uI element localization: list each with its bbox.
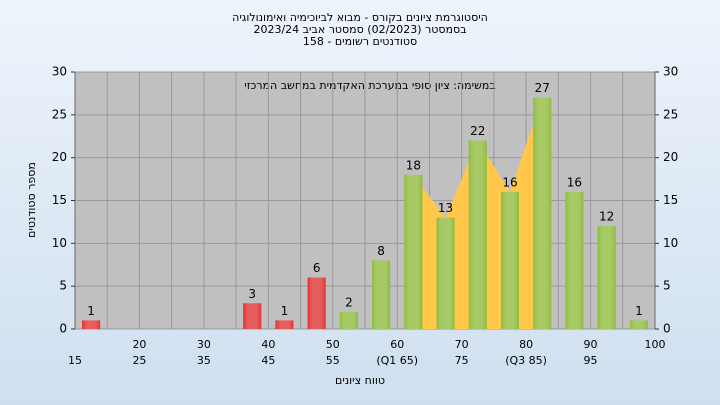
- value-label: 1: [635, 304, 643, 318]
- x-tick-label: (Q3 85): [505, 354, 547, 367]
- bar-shine: [339, 311, 358, 329]
- x-tick-label: 55: [326, 354, 340, 367]
- y-tick-label: 5: [59, 279, 67, 293]
- y-tick-label: 20: [52, 150, 67, 164]
- value-label: 13: [438, 201, 453, 215]
- y2-tick-label: 20: [663, 150, 678, 164]
- x-tick-label: 60: [390, 338, 404, 351]
- x-tick-label: 80: [519, 338, 533, 351]
- x-tick-label: 15: [68, 354, 82, 367]
- bar-shine: [372, 260, 391, 329]
- y-tick-label: 0: [59, 322, 67, 336]
- title-line: סטודנטים רשומים - 158: [303, 35, 417, 48]
- title-line: בסמסטר (02/2023) סמסטר אביב 2023/24: [253, 23, 466, 36]
- value-label: 8: [377, 244, 385, 258]
- bar-shine: [307, 277, 326, 329]
- y-tick-label: 30: [52, 65, 67, 79]
- x-axis-label: טווח ציונים: [335, 374, 385, 387]
- value-label: 16: [502, 175, 517, 189]
- x-tick-label: 35: [197, 354, 211, 367]
- value-label: 16: [567, 175, 582, 189]
- y-tick-label: 15: [52, 193, 67, 207]
- y-axis-label: מספר סטודנטים: [25, 162, 38, 238]
- x-tick-label: (Q1 65): [376, 354, 418, 367]
- value-label: 2: [345, 295, 353, 309]
- y2-tick-label: 0: [663, 322, 671, 336]
- bar-shine: [501, 191, 519, 329]
- x-tick-label: 40: [261, 338, 275, 351]
- x-tick-label: 90: [584, 338, 598, 351]
- bar-shine: [436, 217, 455, 329]
- x-tick-label: 25: [132, 354, 146, 367]
- value-label: 1: [87, 304, 95, 318]
- bar-shine: [533, 97, 552, 329]
- x-tick-label: 100: [645, 338, 666, 351]
- y-tick-label: 25: [52, 107, 67, 121]
- x-tick-label: 70: [455, 338, 469, 351]
- value-label: 18: [406, 158, 421, 172]
- y-tick-label: 10: [52, 236, 67, 250]
- value-label: 3: [248, 287, 256, 301]
- bar-shine: [565, 191, 584, 329]
- bar-shine: [243, 303, 262, 329]
- value-label: 12: [599, 210, 614, 224]
- y2-tick-label: 25: [663, 107, 678, 121]
- y2-tick-label: 30: [663, 65, 678, 79]
- bar-shine: [597, 226, 616, 329]
- bar-shine: [275, 320, 294, 329]
- x-tick-label: 45: [261, 354, 275, 367]
- x-tick-label: 30: [197, 338, 211, 351]
- title-line: היסטוגרמת ציונים בקורס - מבוא לביוכימיה …: [232, 11, 488, 24]
- value-label: 22: [470, 124, 485, 138]
- annotation: במשימה: ציון סופי במערכת האקדמית במחשב ה…: [244, 79, 495, 92]
- bar-shine: [629, 320, 648, 329]
- y2-tick-label: 15: [663, 193, 678, 207]
- x-tick-label: 95: [584, 354, 598, 367]
- value-label: 27: [535, 81, 550, 95]
- bar-shine: [468, 140, 487, 329]
- value-label: 6: [313, 261, 321, 275]
- bar-shine: [82, 320, 101, 329]
- x-tick-label: 50: [326, 338, 340, 351]
- value-label: 1: [281, 304, 289, 318]
- x-tick-label: 75: [455, 354, 469, 367]
- x-tick-label: 20: [132, 338, 146, 351]
- y2-tick-label: 10: [663, 236, 678, 250]
- y2-tick-label: 5: [663, 279, 671, 293]
- bar-shine: [404, 174, 423, 329]
